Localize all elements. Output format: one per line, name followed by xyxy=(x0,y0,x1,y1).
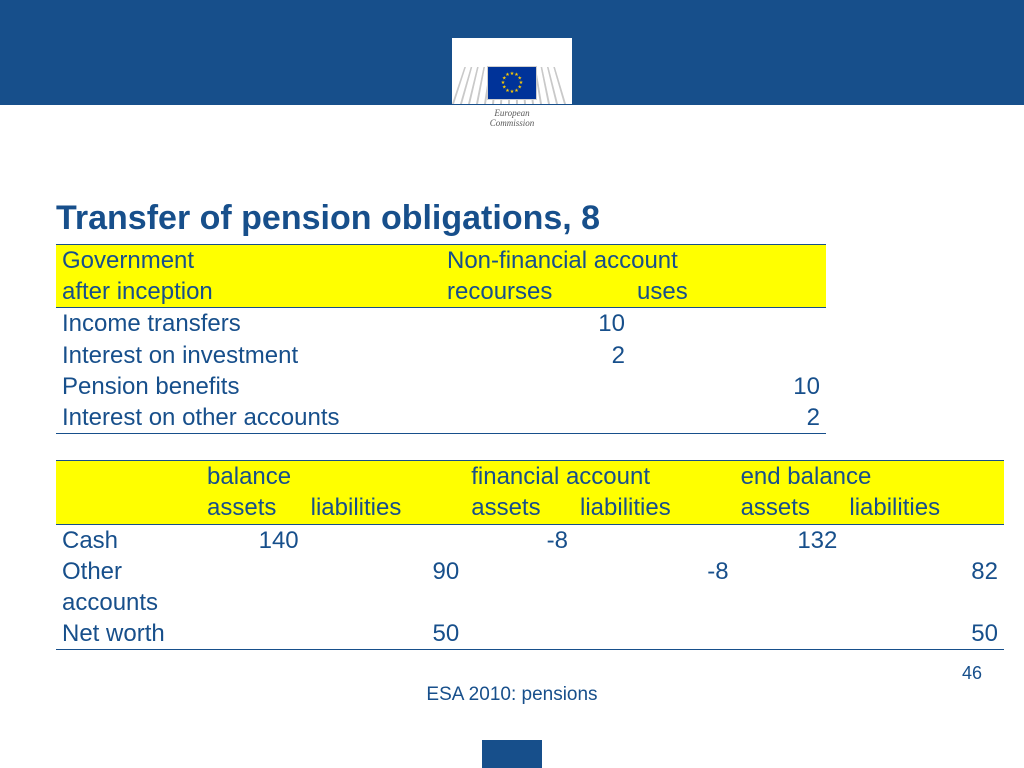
page-number: 46 xyxy=(962,663,982,684)
t2-row-label: Cash xyxy=(56,524,201,556)
ec-logo: ★ ★ ★ ★ ★ ★ ★ ★ ★ ★ ★ ★ EuropeanCommissi… xyxy=(452,38,572,129)
t2-row-ba: 140 xyxy=(201,524,305,556)
t2-row-fa xyxy=(465,556,574,618)
t1-row-uses: 2 xyxy=(631,402,826,434)
t2-row-el xyxy=(843,524,1004,556)
t1-row-label: Pension benefits xyxy=(56,371,441,402)
t2-row-ba xyxy=(201,556,305,618)
t1-row-uses xyxy=(631,340,826,371)
t2-row-ea: 132 xyxy=(735,524,844,556)
t2-row-ba xyxy=(201,618,305,650)
t2-row-ea xyxy=(735,618,844,650)
t2-row-fl: -8 xyxy=(574,556,735,618)
footer-accent-block xyxy=(482,740,542,768)
t2-row-el: 50 xyxy=(843,618,1004,650)
t2-blank-head xyxy=(56,461,201,493)
t2-row-bl: 90 xyxy=(305,556,466,618)
t2-row-fl xyxy=(574,618,735,650)
t2-sec-financial: financial account xyxy=(465,461,734,493)
t1-row-recourses: 2 xyxy=(441,340,631,371)
t2-row-label: Other accounts xyxy=(56,556,201,618)
slide-title: Transfer of pension obligations, 8 xyxy=(56,199,986,238)
t1-header-left: Government xyxy=(56,245,441,277)
t2-col-b-assets: assets xyxy=(201,492,305,524)
slide-content: Transfer of pension obligations, 8 Gover… xyxy=(0,105,1024,650)
t1-row-label: Interest on other accounts xyxy=(56,402,441,434)
t2-blank-sub xyxy=(56,492,201,524)
t1-row-uses xyxy=(631,308,826,340)
t1-row-label: Income transfers xyxy=(56,308,441,340)
t2-row-bl xyxy=(305,524,466,556)
t1-sub-mid: recourses xyxy=(441,276,631,308)
footer-text: ESA 2010: pensions xyxy=(426,684,597,706)
t1-row-label: Interest on investment xyxy=(56,340,441,371)
t2-sec-balance: balance xyxy=(201,461,465,493)
ec-logo-building: ★ ★ ★ ★ ★ ★ ★ ★ ★ ★ ★ ★ xyxy=(452,38,572,104)
t2-row-fl xyxy=(574,524,735,556)
t1-sub-left: after inception xyxy=(56,276,441,308)
t2-row-ea xyxy=(735,556,844,618)
t1-row-recourses xyxy=(441,371,631,402)
t2-row-label: Net worth xyxy=(56,618,201,650)
ec-logo-text: EuropeanCommission xyxy=(490,108,535,129)
t2-row-fa: -8 xyxy=(465,524,574,556)
t1-sub-right: uses xyxy=(631,276,826,308)
t1-row-uses: 10 xyxy=(631,371,826,402)
t1-row-recourses: 10 xyxy=(441,308,631,340)
t1-header-right: Non-financial account xyxy=(441,245,826,277)
t2-col-f-assets: assets xyxy=(465,492,574,524)
balance-table: balance financial account end balance as… xyxy=(56,460,1004,650)
t2-row-bl: 50 xyxy=(305,618,466,650)
t2-col-f-liab: liabilities xyxy=(574,492,735,524)
nonfinancial-account-table: Government Non-financial account after i… xyxy=(56,244,826,434)
t2-col-e-assets: assets xyxy=(735,492,844,524)
t2-col-e-liab: liabilities xyxy=(843,492,1004,524)
t1-row-recourses xyxy=(441,402,631,434)
eu-flag-icon: ★ ★ ★ ★ ★ ★ ★ ★ ★ ★ ★ ★ xyxy=(487,66,537,100)
t2-row-fa xyxy=(465,618,574,650)
t2-row-el: 82 xyxy=(843,556,1004,618)
t2-col-b-liab: liabilities xyxy=(305,492,466,524)
t2-sec-end: end balance xyxy=(735,461,1004,493)
